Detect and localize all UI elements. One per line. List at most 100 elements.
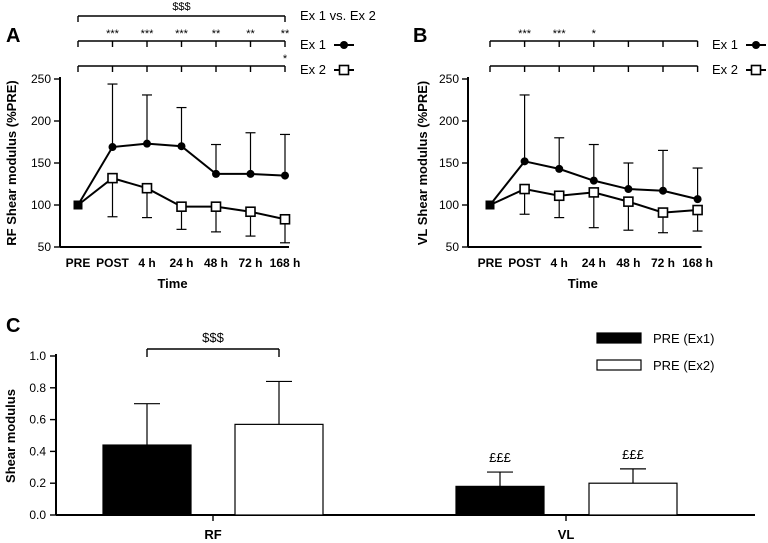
y-tick-label: 50 — [38, 240, 52, 254]
vl-significance: £££ — [622, 447, 644, 462]
legend-ex2-label: PRE (Ex2) — [653, 358, 714, 373]
data-point-ex1 — [143, 139, 151, 148]
data-point-ex1 — [693, 195, 702, 204]
data-point-ex2 — [245, 206, 256, 218]
data-point-ex1 — [281, 171, 289, 180]
data-point-ex1 — [108, 143, 117, 152]
comparison-label: Ex 1 vs. Ex 2 — [300, 8, 376, 23]
x-tick-label: 168 h — [682, 256, 713, 270]
y-axis-title: RF Shear modulus (%PRE) — [4, 80, 19, 245]
vl-significance: £££ — [489, 450, 511, 465]
y-tick-label: 250 — [439, 72, 459, 86]
legend-ex2-marker — [338, 64, 350, 76]
data-point-ex2 — [657, 207, 669, 218]
y-tick-label: 100 — [31, 198, 51, 212]
x-tick-label: 4 h — [551, 256, 568, 270]
y-tick-label: 200 — [439, 114, 459, 128]
legend-ex1-swatch — [596, 332, 642, 344]
data-point-ex1 — [246, 169, 255, 178]
sig-marker: ** — [246, 28, 255, 40]
y-tick-label: 0.6 — [29, 413, 46, 427]
y-tick-label: 1.0 — [29, 349, 46, 363]
y-tick-label: 100 — [439, 198, 459, 212]
legend-ex1-marker — [340, 41, 348, 49]
legend-ex1-label: Ex 1 — [300, 37, 326, 52]
data-point-ex2 — [588, 187, 600, 198]
legend-ex2-label: Ex 2 — [300, 62, 326, 77]
y-tick-label: 150 — [439, 156, 459, 170]
x-tick-label: VL — [558, 527, 575, 542]
data-point-ex1 — [659, 186, 667, 195]
data-point-ex1 — [555, 164, 564, 173]
x-tick-label: 24 h — [169, 256, 193, 270]
panel-label: C — [6, 315, 20, 337]
sig-marker: *** — [141, 28, 155, 40]
data-point-ex2 — [519, 183, 530, 195]
panel-c: C 0.0 0.2 0.4 0.6 0.8 1.0 Shear modulus RF VL £££ £… — [3, 315, 755, 542]
x-tick-label: 72 h — [651, 256, 675, 270]
bar-pre-ex2 — [588, 482, 678, 516]
x-tick-label: RF — [204, 527, 221, 542]
x-axis-title: Time — [157, 276, 187, 291]
legend-ex1-label: PRE (Ex1) — [653, 331, 714, 346]
panel-b: B 50 100 150 200 250 PRE POST 4 h 24 h 48 h 72 h 168… — [413, 25, 766, 291]
panel-a: A 50 100 150 200 250 PRE POST 4 h 24 h 48 h 72 h 168… — [4, 1, 376, 291]
x-tick-label: 168 h — [270, 256, 301, 270]
y-tick-label: 0.0 — [29, 508, 46, 522]
sig-marker: * — [283, 53, 288, 65]
data-point-ex2 — [623, 196, 634, 207]
y-axis-title: VL Shear modulus (%PRE) — [415, 81, 430, 245]
sig-marker: ** — [212, 28, 221, 40]
data-point-ex2 — [553, 190, 565, 202]
y-tick-label: 0.8 — [29, 381, 46, 395]
data-point-ex1 — [212, 169, 220, 178]
comparison-sig: $$$ — [172, 1, 190, 13]
panel-label: B — [413, 25, 427, 47]
bar-pre-ex1 — [102, 444, 192, 516]
legend-ex1-label: Ex 1 — [712, 37, 738, 52]
sig-marker: *** — [553, 28, 567, 40]
y-tick-label: 50 — [446, 240, 460, 254]
legend-ex2-label: Ex 2 — [712, 62, 738, 77]
data-point-baseline — [73, 200, 83, 210]
y-tick-label: 0.2 — [29, 476, 46, 490]
x-tick-label: POST — [508, 256, 541, 270]
x-tick-label: PRE — [478, 256, 503, 270]
y-tick-label: 0.4 — [29, 444, 46, 458]
x-tick-label: PRE — [66, 256, 91, 270]
sig-marker: *** — [175, 28, 189, 40]
x-tick-label: 4 h — [138, 256, 155, 270]
y-tick-label: 150 — [31, 156, 51, 170]
y-tick-label: 200 — [31, 114, 51, 128]
data-point-ex2 — [279, 213, 291, 225]
bar-pre-ex2 — [234, 423, 324, 516]
rf-significance: $$$ — [202, 330, 224, 345]
x-tick-label: 48 h — [616, 256, 640, 270]
data-point-ex2 — [141, 182, 153, 194]
legend-ex2-swatch — [596, 359, 642, 371]
sig-marker: * — [592, 28, 597, 40]
legend-ex2-marker — [750, 64, 762, 76]
data-point-ex1 — [177, 142, 186, 151]
sig-marker: ** — [281, 28, 290, 40]
data-point-ex1 — [624, 185, 633, 194]
x-tick-label: POST — [96, 256, 129, 270]
y-axis-title: Shear modulus — [3, 389, 18, 483]
x-tick-label: 72 h — [238, 256, 262, 270]
legend-ex1-marker — [752, 41, 760, 49]
data-point-ex2 — [107, 172, 118, 184]
data-point-ex1 — [589, 176, 598, 185]
data-point-ex1 — [520, 157, 529, 166]
bar-pre-ex1 — [455, 485, 545, 516]
x-tick-label: 24 h — [582, 256, 606, 270]
data-point-ex2 — [692, 204, 703, 216]
sig-marker: *** — [106, 28, 120, 40]
panel-label: A — [6, 25, 20, 47]
sig-marker: *** — [518, 28, 532, 40]
y-tick-label: 250 — [31, 72, 51, 86]
x-axis-title: Time — [568, 276, 598, 291]
x-tick-label: 48 h — [204, 256, 228, 270]
data-point-ex2 — [176, 201, 187, 212]
data-point-baseline — [485, 200, 495, 210]
